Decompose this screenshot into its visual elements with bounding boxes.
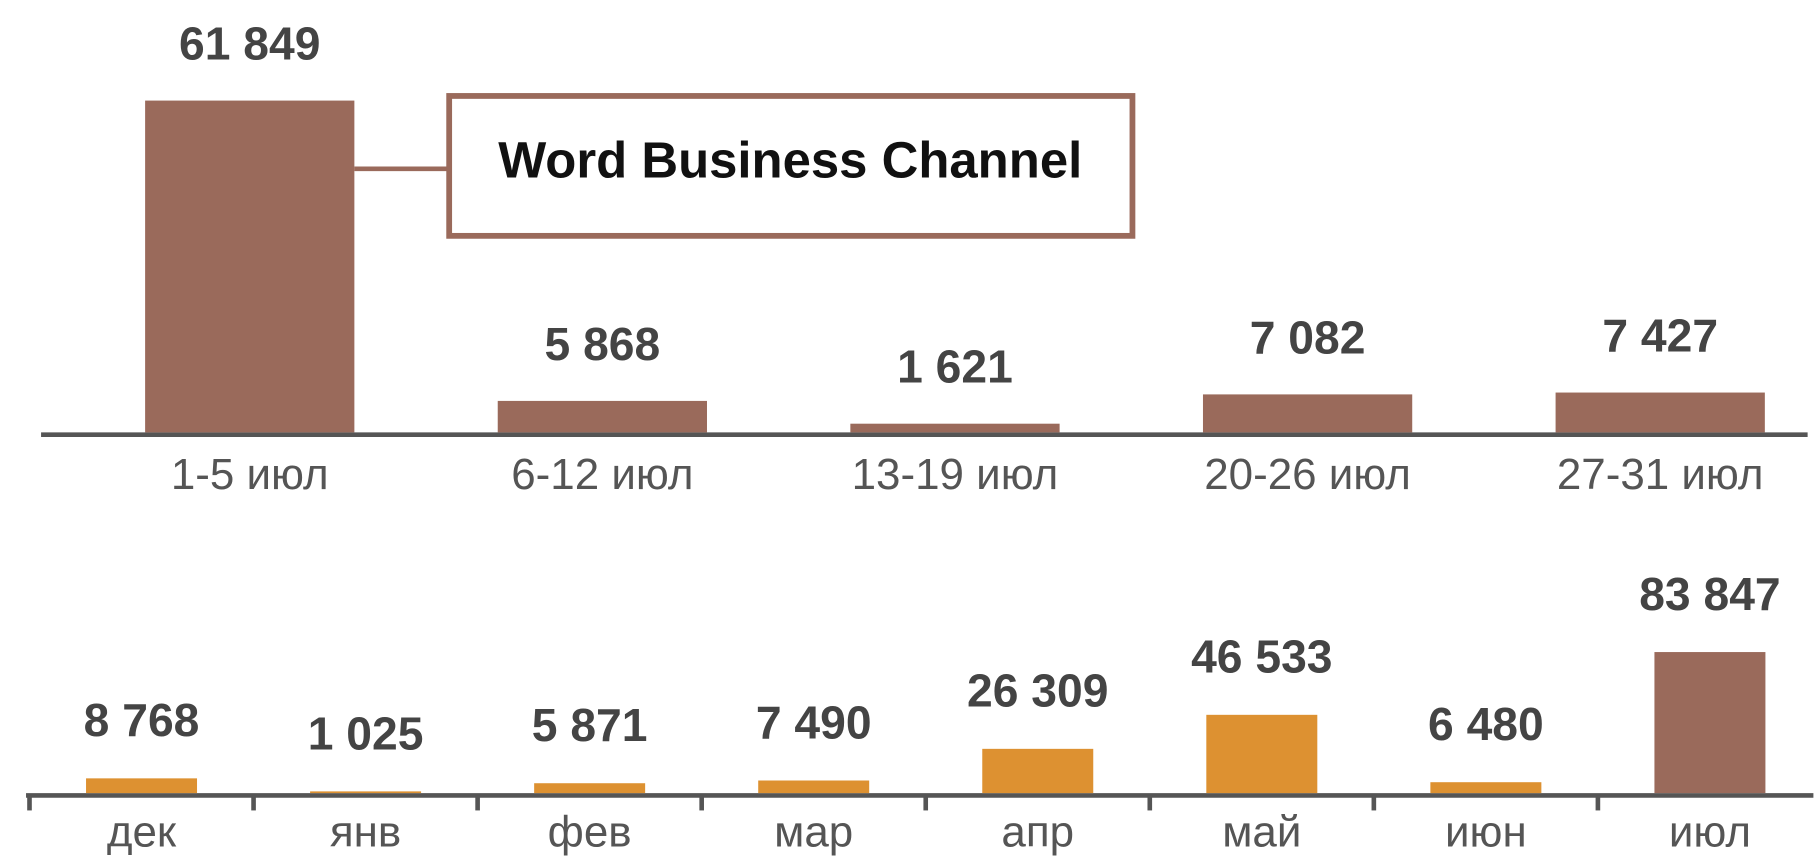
x-tick-label: 27-31 июл bbox=[1557, 450, 1764, 499]
bar bbox=[1654, 652, 1766, 794]
value-label: 7 427 bbox=[1602, 310, 1718, 362]
x-tick-label: янв bbox=[330, 807, 401, 856]
annotation-box bbox=[446, 93, 1136, 239]
value-label: 7 082 bbox=[1250, 311, 1366, 363]
value-label: 5 868 bbox=[545, 318, 661, 370]
bar bbox=[310, 791, 422, 794]
x-tick-label: 20-26 июл bbox=[1204, 450, 1411, 499]
bar bbox=[1555, 392, 1765, 433]
x-tick-label: 13-19 июл bbox=[852, 450, 1059, 499]
x-tick-label: 1-5 июл bbox=[171, 450, 329, 499]
x-tick-label: июн bbox=[1445, 807, 1527, 856]
value-label: 6 480 bbox=[1428, 698, 1544, 750]
bar bbox=[145, 100, 355, 433]
bar bbox=[850, 423, 1060, 433]
x-tick-label: май bbox=[1222, 807, 1301, 856]
bar bbox=[1202, 394, 1413, 433]
value-label: 7 490 bbox=[756, 696, 872, 748]
bar bbox=[758, 780, 870, 794]
bar bbox=[982, 748, 1094, 794]
annotation: Word Business Channel bbox=[498, 132, 1082, 189]
value-label: 1 025 bbox=[308, 707, 424, 759]
value-label: 1 621 bbox=[897, 341, 1013, 393]
x-tick-label: апр bbox=[1001, 807, 1074, 856]
bar bbox=[1430, 782, 1542, 794]
x-tick-label: 6-12 июл bbox=[511, 450, 693, 499]
value-label: 8 768 bbox=[84, 694, 200, 746]
value-label: 26 309 bbox=[967, 665, 1108, 717]
x-tick-label: мар bbox=[774, 807, 853, 856]
bar bbox=[534, 783, 646, 794]
value-label: 83 847 bbox=[1639, 568, 1780, 620]
x-tick-label: фев bbox=[548, 807, 632, 856]
bar bbox=[86, 778, 198, 794]
x-tick-label: июл bbox=[1669, 807, 1751, 856]
x-tick-label: дек bbox=[107, 807, 177, 856]
value-label: 5 871 bbox=[532, 699, 648, 751]
value-label: 46 533 bbox=[1191, 631, 1332, 683]
bar bbox=[497, 400, 707, 433]
value-label: 61 849 bbox=[179, 18, 320, 70]
bar bbox=[1206, 714, 1318, 794]
